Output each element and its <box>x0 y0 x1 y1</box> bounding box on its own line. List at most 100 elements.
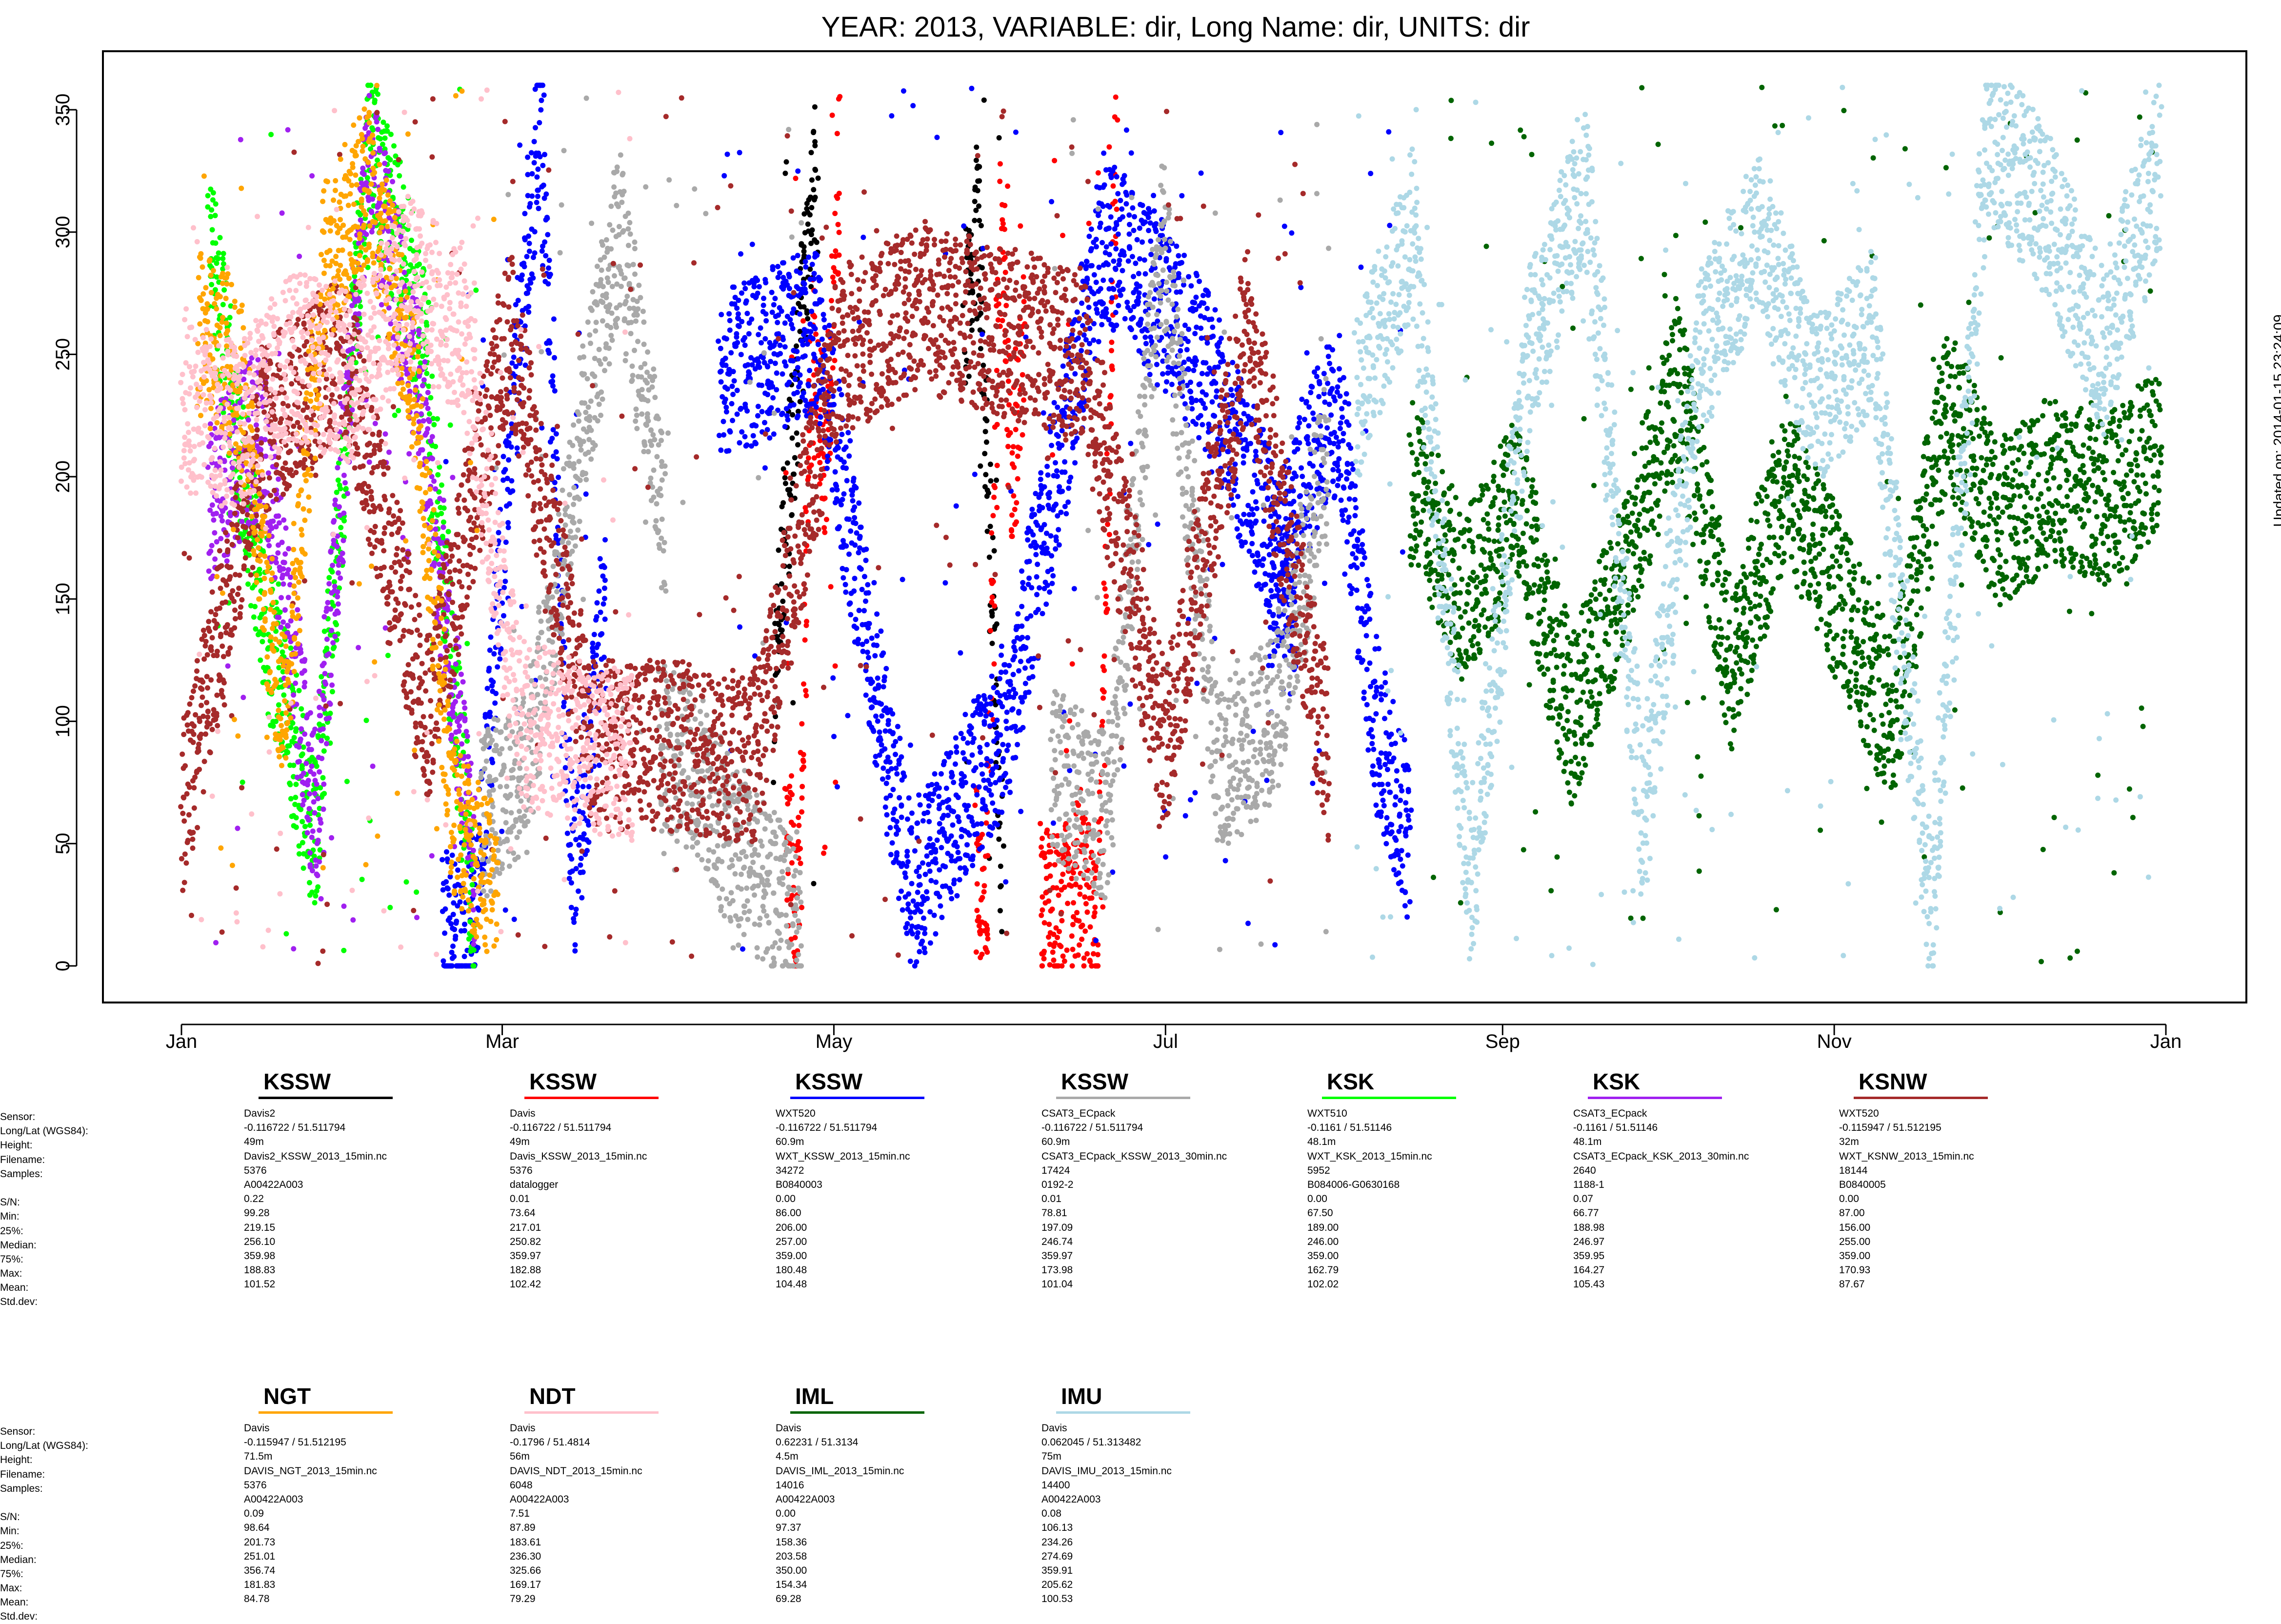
data-point <box>948 833 954 839</box>
data-point <box>462 922 467 927</box>
data-point <box>613 321 619 327</box>
data-point <box>782 320 788 326</box>
data-point <box>1142 334 1148 340</box>
data-point <box>808 284 814 290</box>
data-point <box>739 429 745 435</box>
data-point <box>716 338 721 344</box>
data-point <box>863 546 869 552</box>
data-point <box>505 520 511 525</box>
data-point <box>1369 741 1375 746</box>
data-point <box>1066 856 1072 862</box>
data-point <box>632 246 638 252</box>
data-point <box>736 923 742 929</box>
data-point <box>803 509 809 514</box>
data-point <box>989 641 995 646</box>
data-point <box>1050 452 1056 458</box>
data-point <box>1359 615 1364 621</box>
data-point <box>1063 511 1069 517</box>
data-point <box>762 336 768 341</box>
data-point <box>634 425 640 431</box>
data-point <box>1047 862 1053 867</box>
data-point <box>961 774 967 780</box>
data-point <box>1366 583 1372 588</box>
data-point <box>452 926 458 932</box>
data-point <box>502 579 508 584</box>
data-point <box>1079 301 1084 306</box>
data-point <box>1053 501 1059 507</box>
data-point <box>1023 645 1029 650</box>
data-point <box>1049 581 1055 586</box>
data-point <box>859 586 865 592</box>
data-point <box>1101 182 1107 188</box>
data-point <box>1089 246 1094 252</box>
data-point <box>1091 272 1097 278</box>
data-point <box>976 784 982 790</box>
data-point <box>834 784 840 790</box>
data-point <box>833 780 839 785</box>
data-point <box>606 361 612 367</box>
data-point <box>600 242 605 248</box>
data-point <box>1261 556 1266 562</box>
data-point <box>1151 296 1157 302</box>
data-point <box>1341 431 1346 437</box>
data-point <box>718 379 724 385</box>
data-point <box>1308 390 1314 396</box>
data-point <box>1301 417 1307 422</box>
data-point <box>988 628 993 634</box>
data-point <box>678 751 684 756</box>
data-point <box>1060 953 1066 959</box>
data-point <box>720 886 725 892</box>
data-point <box>517 829 522 835</box>
data-point <box>608 203 614 209</box>
data-point <box>1169 381 1175 387</box>
data-point <box>900 907 905 913</box>
data-point <box>524 849 530 855</box>
data-point <box>1084 951 1090 957</box>
data-point <box>1188 283 1194 289</box>
data-point <box>567 853 573 859</box>
data-point <box>519 775 524 781</box>
data-point <box>1379 684 1384 690</box>
data-point <box>490 679 496 685</box>
data-point <box>1241 453 1246 459</box>
data-point <box>873 713 879 719</box>
data-point <box>561 703 566 709</box>
data-point <box>1130 205 1136 211</box>
data-point <box>1020 274 1026 280</box>
data-point <box>1000 843 1006 849</box>
data-point <box>722 356 728 361</box>
data-point <box>851 476 857 481</box>
data-point <box>777 342 783 348</box>
data-point <box>659 459 664 464</box>
data-point <box>718 447 724 453</box>
data-point <box>549 639 555 645</box>
data-point <box>641 319 647 325</box>
data-point <box>592 442 598 448</box>
data-point <box>1236 534 1241 540</box>
data-point <box>515 298 521 303</box>
data-point <box>568 880 574 886</box>
data-point <box>728 350 734 356</box>
data-point <box>1214 388 1220 394</box>
data-point <box>442 930 448 936</box>
data-point <box>593 328 599 334</box>
data-point <box>798 846 803 851</box>
data-point <box>927 868 933 874</box>
data-point <box>1052 802 1058 808</box>
data-point <box>970 290 976 296</box>
data-point <box>486 668 492 674</box>
data-point <box>782 424 788 429</box>
data-point <box>922 950 928 955</box>
data-point <box>1001 662 1007 668</box>
data-point <box>1186 274 1192 280</box>
data-point <box>839 432 845 437</box>
data-point <box>1276 514 1281 520</box>
data-point <box>894 853 900 859</box>
data-point <box>1112 199 1118 204</box>
data-point <box>525 819 531 824</box>
data-point <box>1270 613 1276 619</box>
data-point <box>1060 860 1066 866</box>
data-point <box>926 819 932 824</box>
data-point <box>577 519 582 524</box>
data-point <box>1080 872 1086 878</box>
